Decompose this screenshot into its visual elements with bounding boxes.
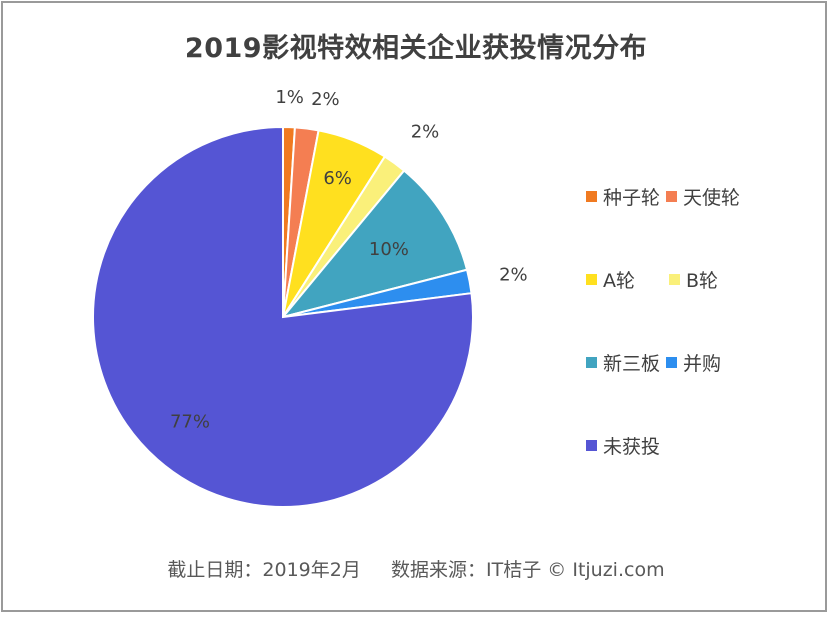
legend-item-acquisition: 并购 bbox=[666, 349, 721, 376]
chart-footer: 截止日期：2019年2月 数据来源：IT桔子 © Itjuzi.com bbox=[167, 559, 665, 581]
legend-item-not-funded: 未获投 bbox=[586, 432, 660, 459]
data-label-series-a: 6% bbox=[323, 168, 352, 189]
data-label-series-b: 2% bbox=[411, 122, 440, 143]
chart-title: 2019影视特效相关企业获投情况分布 bbox=[184, 33, 648, 64]
legend-label-angel: 天使轮 bbox=[683, 186, 741, 209]
legend-swatch-not-funded bbox=[586, 439, 597, 451]
data-label-neeq: 10% bbox=[369, 239, 409, 260]
legend-row: 新三板 并购 bbox=[586, 349, 826, 375]
data-label-acquisition: 2% bbox=[499, 264, 528, 285]
legend-label-series-b: B轮 bbox=[686, 269, 719, 292]
legend-row: A轮 B轮 bbox=[586, 266, 826, 292]
legend-item-angel: 天使轮 bbox=[666, 183, 740, 210]
legend-swatch-series-b bbox=[669, 273, 680, 285]
legend-swatch-neeq bbox=[586, 356, 597, 368]
legend-swatch-series-a bbox=[586, 273, 597, 285]
pie-slice-not-funded bbox=[92, 125, 474, 508]
pie-slice-neeq bbox=[280, 169, 469, 319]
legend-label-neeq: 新三板 bbox=[603, 352, 661, 375]
legend-item-series-b: B轮 bbox=[669, 266, 718, 293]
legend-label-series-a: A轮 bbox=[603, 269, 635, 292]
legend-row: 种子轮 天使轮 bbox=[586, 183, 826, 209]
legend-item-seed: 种子轮 bbox=[586, 183, 660, 210]
legend-label-not-funded: 未获投 bbox=[603, 435, 661, 458]
data-label-seed: 1% bbox=[275, 87, 304, 108]
legend-label-seed: 种子轮 bbox=[603, 186, 661, 209]
data-label-not-funded: 77% bbox=[170, 412, 210, 433]
legend-item-series-a: A轮 bbox=[586, 266, 635, 293]
legend-item-neeq: 新三板 bbox=[586, 349, 660, 376]
legend-swatch-acquisition bbox=[666, 356, 678, 368]
data-label-angel: 2% bbox=[311, 89, 340, 110]
chart-legend: 种子轮 天使轮 A轮 B轮 新三板 并购 未获投 bbox=[586, 183, 826, 515]
legend-swatch-seed bbox=[586, 190, 597, 202]
pie-slices bbox=[92, 125, 474, 508]
pie-labels: 1% 2% 6% 2% 10% 2% 77% bbox=[170, 87, 528, 432]
legend-label-acquisition: 并购 bbox=[683, 352, 722, 375]
legend-row: 未获投 bbox=[586, 432, 826, 458]
legend-swatch-angel bbox=[666, 190, 678, 202]
